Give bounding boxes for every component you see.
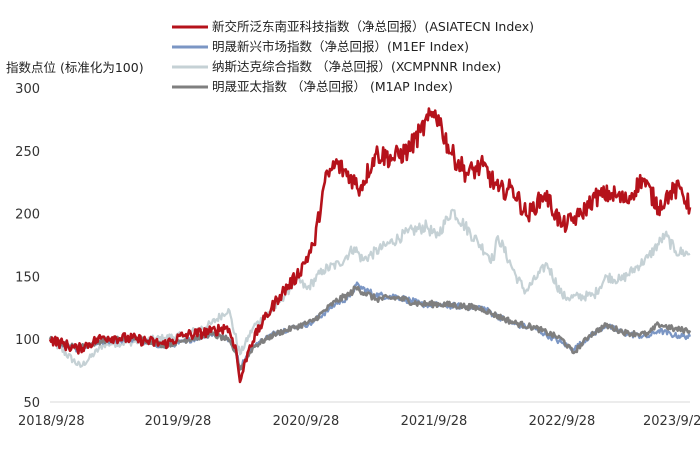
y-tick-label: 100 <box>15 333 40 348</box>
x-tick-label: 2018/9/28 <box>18 414 85 429</box>
legend-label: 纳斯达克综合指数 （净总回报）(XCMPNNR Index) <box>212 59 501 74</box>
legend-label: 明晟新兴市场指数（净总回报）(M1EF Index) <box>212 39 469 54</box>
series-line-4 <box>48 285 692 371</box>
y-tick-label: 200 <box>15 208 40 223</box>
y-axis: 50 100 150 200 250 300 <box>15 82 40 411</box>
y-tick-label: 50 <box>23 396 40 411</box>
x-tick-label: 2020/9/28 <box>273 414 340 429</box>
x-tick-label: 2023/9/2 <box>643 414 700 429</box>
series-line-1 <box>48 107 692 384</box>
x-axis: 2018/9/28 2019/9/28 2020/9/28 2021/9/28 2022… <box>18 414 700 429</box>
x-tick-label: 2021/9/28 <box>401 414 468 429</box>
y-tick-label: 150 <box>15 270 40 285</box>
x-tick-label: 2022/9/28 <box>529 414 596 429</box>
y-tick-label: 250 <box>15 145 40 160</box>
x-tick-label: 2019/9/28 <box>145 414 212 429</box>
legend-label: 明晟亚太指数 （净总回报） (M1AP Index) <box>212 79 453 94</box>
legend: 新交所泛东南亚科技指数（净总回报）(ASIATECN Index) 明晟新兴市场指… <box>172 19 534 94</box>
legend-label: 新交所泛东南亚科技指数（净总回报）(ASIATECN Index) <box>212 19 534 34</box>
y-tick-label: 300 <box>15 82 40 97</box>
series-lines <box>48 107 692 384</box>
y-axis-title: 指数点位 (标准化为100) <box>6 60 144 75</box>
